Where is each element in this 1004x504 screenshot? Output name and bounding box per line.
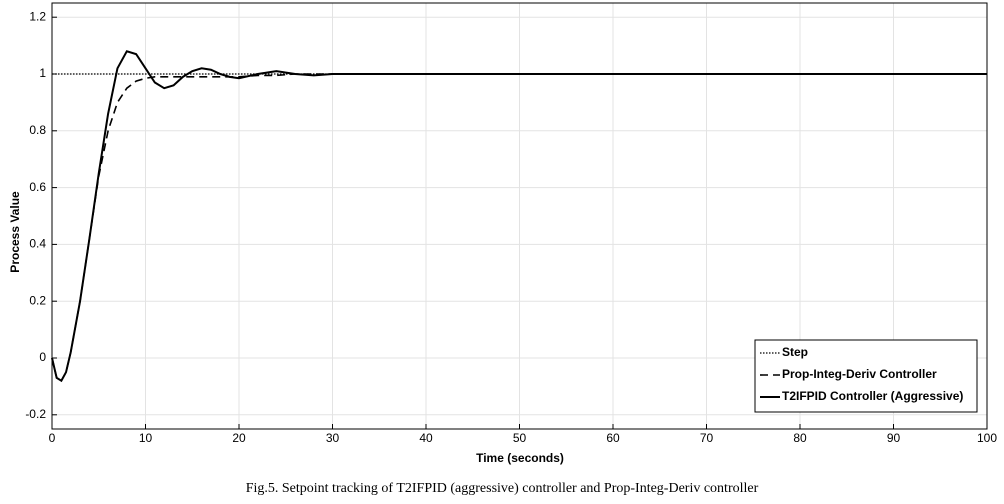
x-tick-label: 80: [793, 431, 807, 445]
y-axis-label: Process Value: [8, 191, 22, 273]
y-tick-label: 0: [39, 350, 46, 364]
x-tick-label: 30: [326, 431, 340, 445]
x-tick-label: 60: [606, 431, 620, 445]
y-tick-label: 1: [39, 66, 46, 80]
y-tick-label: 1.2: [29, 9, 46, 23]
legend: Step Prop-Integ-Deriv Controller T2IFPID C…: [754, 339, 978, 413]
x-tick-label: 50: [513, 431, 527, 445]
legend-label: Prop-Integ-Deriv Controller: [782, 367, 937, 381]
x-tick-label: 10: [139, 431, 153, 445]
caption: Fig.5. Setpoint tracking of T2IFPID (agg…: [246, 481, 759, 496]
legend-label: Step: [782, 345, 808, 359]
plot-frame: [51, 2, 988, 430]
y-tick-label: 0.6: [29, 180, 46, 194]
x-tick-label: 40: [419, 431, 433, 445]
y-tick-label: 0.4: [29, 237, 46, 251]
x-tick-label: 70: [700, 431, 714, 445]
y-tick-label: 0.2: [29, 293, 46, 307]
y-tick-label: 0.8: [29, 123, 46, 137]
x-tick-label: 0: [49, 431, 56, 445]
x-tick-label: 20: [232, 431, 246, 445]
series-line: [51, 50, 987, 383]
x-axis-label: Time (seconds): [476, 451, 564, 465]
legend-box: [754, 339, 978, 413]
legend-label: T2IFPID Controller (Aggressive): [782, 389, 963, 403]
y-tick-label: -0.2: [25, 407, 46, 421]
x-tick-label: 100: [977, 431, 997, 445]
x-tick-label: 90: [887, 431, 901, 445]
